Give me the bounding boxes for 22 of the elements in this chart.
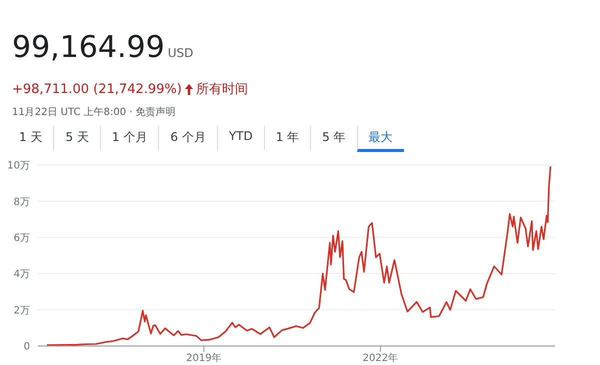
y-tick-label: 2万 <box>14 305 30 316</box>
y-tick-label: 8万 <box>14 196 30 208</box>
text: YTD <box>216 126 264 152</box>
chart-title: 99,164.99 <box>12 30 165 65</box>
chart-subtitle: USD <box>168 46 194 60</box>
text: 1 年 <box>264 126 310 152</box>
x-tick-label: 2022年 <box>362 352 398 364</box>
text: 1 个月 <box>100 126 158 152</box>
text: 5 年 <box>310 126 357 152</box>
text: 11月22日 UTC 上午8:00 · 免责声明 <box>12 106 176 119</box>
text: +98,711.00 (21,742.99%) <box>12 82 182 96</box>
y-tick-label: 4万 <box>14 269 30 280</box>
y-tick-label: 0 <box>24 342 30 353</box>
text: 1 天 <box>18 129 44 146</box>
line-series <box>46 166 552 346</box>
text: 6 个月 <box>158 126 217 152</box>
text: 最大 <box>356 126 404 152</box>
y-tick-label: 10万 <box>7 160 30 172</box>
y-tick-label: 6万 <box>14 232 30 244</box>
x-tick-label: 2019年 <box>186 352 222 364</box>
text: 所有时间 <box>196 81 248 98</box>
text: 5 天 <box>53 126 100 152</box>
